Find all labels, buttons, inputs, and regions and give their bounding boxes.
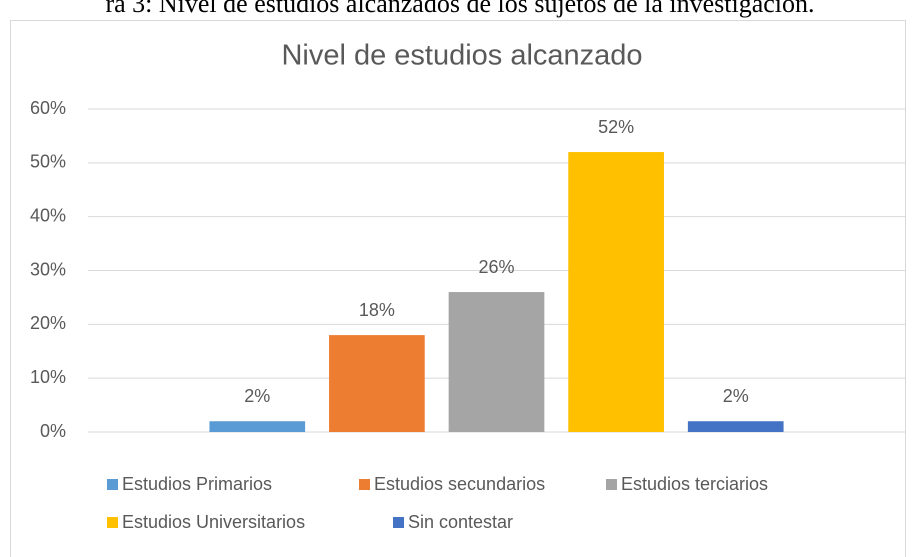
legend-swatch <box>107 479 118 490</box>
data-label: 2% <box>244 386 270 406</box>
data-label: 52% <box>598 117 634 137</box>
y-tick-label: 50% <box>30 152 66 172</box>
legend-swatch <box>359 479 370 490</box>
bar <box>448 292 545 432</box>
legend-label: Estudios secundarios <box>374 474 545 494</box>
y-tick-label: 60% <box>30 98 66 118</box>
bar <box>568 152 664 433</box>
y-tick-label: 10% <box>30 367 66 387</box>
legend-swatch <box>393 517 404 528</box>
y-tick-label: 0% <box>40 421 66 441</box>
legend-label: Estudios terciarios <box>621 474 768 494</box>
legend-label: Sin contestar <box>408 512 513 532</box>
bar <box>687 421 784 432</box>
data-label: 26% <box>478 257 514 277</box>
data-label: 2% <box>723 386 749 406</box>
chart-border <box>10 20 906 557</box>
legend-swatch <box>107 517 118 528</box>
legend-label: Estudios Universitarios <box>122 512 305 532</box>
legend-swatch <box>606 479 617 490</box>
data-label: 18% <box>359 300 395 320</box>
y-tick-label: 30% <box>30 259 66 279</box>
legend-label: Estudios Primarios <box>122 474 272 494</box>
caption: ra 3: Nivel de estudios alcanzados de lo… <box>105 0 814 18</box>
y-tick-label: 40% <box>30 205 66 225</box>
bar <box>329 335 425 432</box>
bar <box>209 421 306 432</box>
chart-title: Nivel de estudios alcanzado <box>281 40 642 72</box>
y-tick-label: 20% <box>30 313 66 333</box>
